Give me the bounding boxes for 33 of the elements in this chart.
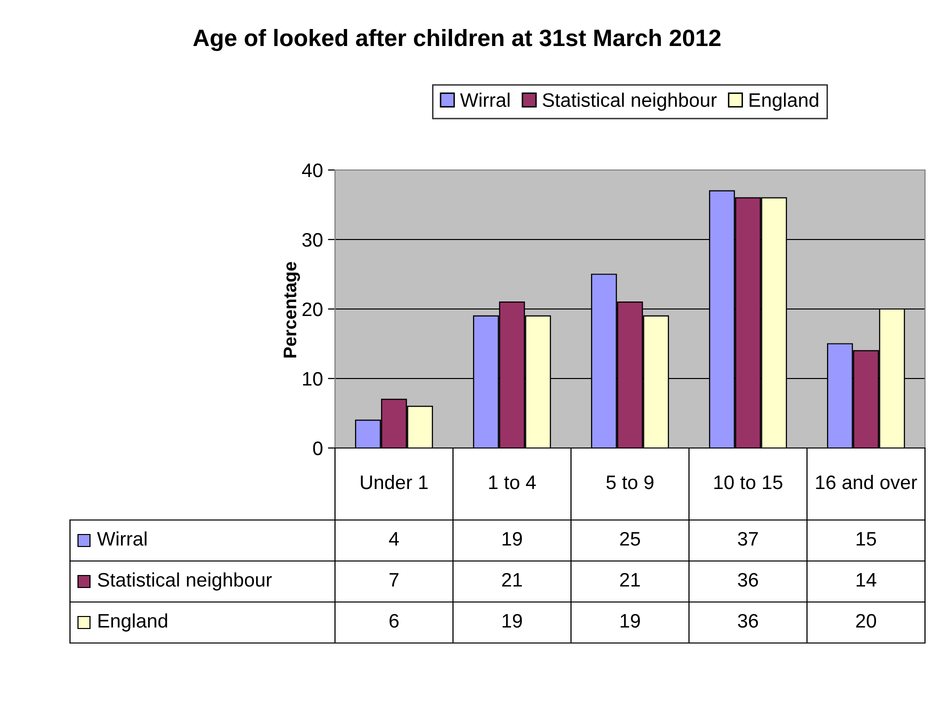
- y-tick-label: 20: [302, 302, 322, 316]
- data-label: 15: [856, 532, 876, 546]
- legend-label: Wirral: [460, 92, 510, 107]
- data-label: 7: [390, 573, 398, 587]
- data-label: 19: [502, 614, 522, 628]
- chart-title: Age of looked after children at 31st March 2012: [193, 28, 720, 52]
- text: Wirral: [97, 531, 146, 546]
- y-tick-label: 0: [313, 441, 322, 456]
- y-tick-label: 40: [302, 163, 322, 178]
- data-label: 14: [856, 573, 876, 587]
- data-label: 19: [502, 532, 522, 546]
- data-label: 19: [620, 614, 640, 628]
- data-label: 21: [502, 572, 522, 587]
- x-tick-label: 10 to 15: [714, 475, 782, 490]
- data-label: 20: [856, 614, 876, 628]
- y-axis-title: Percentage: [284, 262, 300, 358]
- data-label: 21: [620, 572, 640, 587]
- y-tick-label: 10: [303, 372, 322, 386]
- data-label: 6: [390, 614, 399, 628]
- x-tick-label: Under 1: [360, 474, 428, 490]
- text: England: [98, 613, 168, 632]
- x-tick-label: 16 and over: [816, 474, 918, 490]
- legend-label: England: [750, 92, 818, 111]
- data-label: 36: [738, 614, 758, 628]
- data-label: 25: [620, 532, 640, 546]
- x-tick-label: 1 to 4: [489, 476, 536, 490]
- data-label: 37: [738, 532, 758, 546]
- x-tick-label: 5 to 9: [606, 475, 654, 490]
- text: Statistical neighbour: [98, 572, 272, 591]
- data-label: 4: [389, 532, 399, 546]
- data-label: 36: [738, 572, 758, 587]
- legend-label: Statistical neighbour: [542, 92, 717, 111]
- y-tick-label: 30: [302, 232, 322, 247]
